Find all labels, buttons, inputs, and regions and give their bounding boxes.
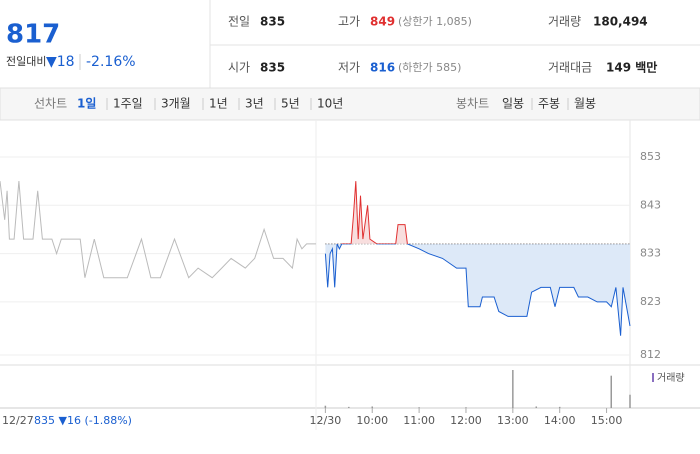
x-tick-label: 11:00 (403, 414, 435, 427)
area-up (337, 181, 408, 244)
prev-summary: 835 ▼16 (-1.88%) (34, 414, 132, 427)
plot: 812 823 833 843 853 12/30 10:00 11:00 12:00 13:00… (0, 150, 685, 427)
stat-label: 거래대금 (548, 61, 592, 75)
tab[interactable]: 3년 (245, 97, 264, 111)
stat-value: 835 (260, 61, 285, 75)
tab[interactable]: 5년 (281, 97, 300, 111)
stat-label: 시가 (228, 61, 250, 75)
price: 817 (6, 20, 60, 50)
tab[interactable]: 1년 (209, 97, 228, 111)
tab[interactable]: 3개월 (161, 97, 191, 111)
stat-value: 816 (370, 61, 395, 75)
x-tick-label: 12:00 (450, 414, 482, 427)
area-fill (325, 243, 630, 336)
stat-label: 저가 (338, 61, 360, 75)
stat-label: 전일 (228, 15, 250, 29)
tab-bar (0, 87, 700, 121)
legend-label: 거래량 (657, 372, 685, 384)
stat-value: 835 (260, 15, 285, 29)
x-tick-label: 15:00 (591, 414, 623, 427)
tab[interactable]: 1주일 (113, 97, 143, 111)
line-down (324, 243, 631, 336)
stat-value: 849 (370, 15, 395, 29)
tab-label: 봉차트 (456, 97, 489, 111)
tab[interactable]: 월봉 (574, 97, 596, 111)
tab-label: 선차트 (34, 97, 67, 111)
change: ▼18 (46, 54, 75, 70)
x-tick-label: 14:00 (544, 414, 576, 427)
stats: 전일 835 고가 849 (상한가 1,085) 거래량 180,494 시가 835 저가 81… (228, 15, 657, 75)
stat-value: 149 백만 (606, 60, 657, 75)
y-tick-label: 823 (640, 295, 661, 308)
line-up (336, 181, 409, 244)
tab[interactable]: 일봉 (502, 97, 524, 111)
stat-label: 고가 (338, 15, 360, 29)
x-tick-label: 13:00 (497, 414, 529, 427)
stat-label: 거래량 (548, 15, 581, 29)
prev-date: 12/27 (2, 414, 34, 427)
prev-line (0, 181, 316, 279)
change-label: 전일대비 (6, 54, 46, 68)
tab[interactable]: 10년 (317, 97, 343, 111)
tab[interactable]: 주봉 (538, 97, 560, 111)
y-tick-label: 812 (640, 348, 661, 361)
stat-note: (하한가 585) (398, 60, 461, 74)
x-tick-label: 12/30 (310, 414, 342, 427)
tabs: 선차트 1일 1주일 3개월 1년 3년 5년 10년 봉차트 일봉 주봉 월봉 (34, 97, 596, 111)
stat-note: (상한가 1,085) (398, 15, 472, 28)
y-tick-label: 853 (640, 150, 661, 163)
y-tick-label: 843 (640, 198, 661, 211)
y-tick-label: 833 (640, 247, 661, 260)
stat-value: 180,494 (593, 15, 648, 29)
change-pct: -2.16% (86, 54, 136, 70)
tab[interactable]: 1일 (77, 97, 96, 111)
x-tick-label: 10:00 (356, 414, 388, 427)
legend-swatch (652, 373, 654, 382)
